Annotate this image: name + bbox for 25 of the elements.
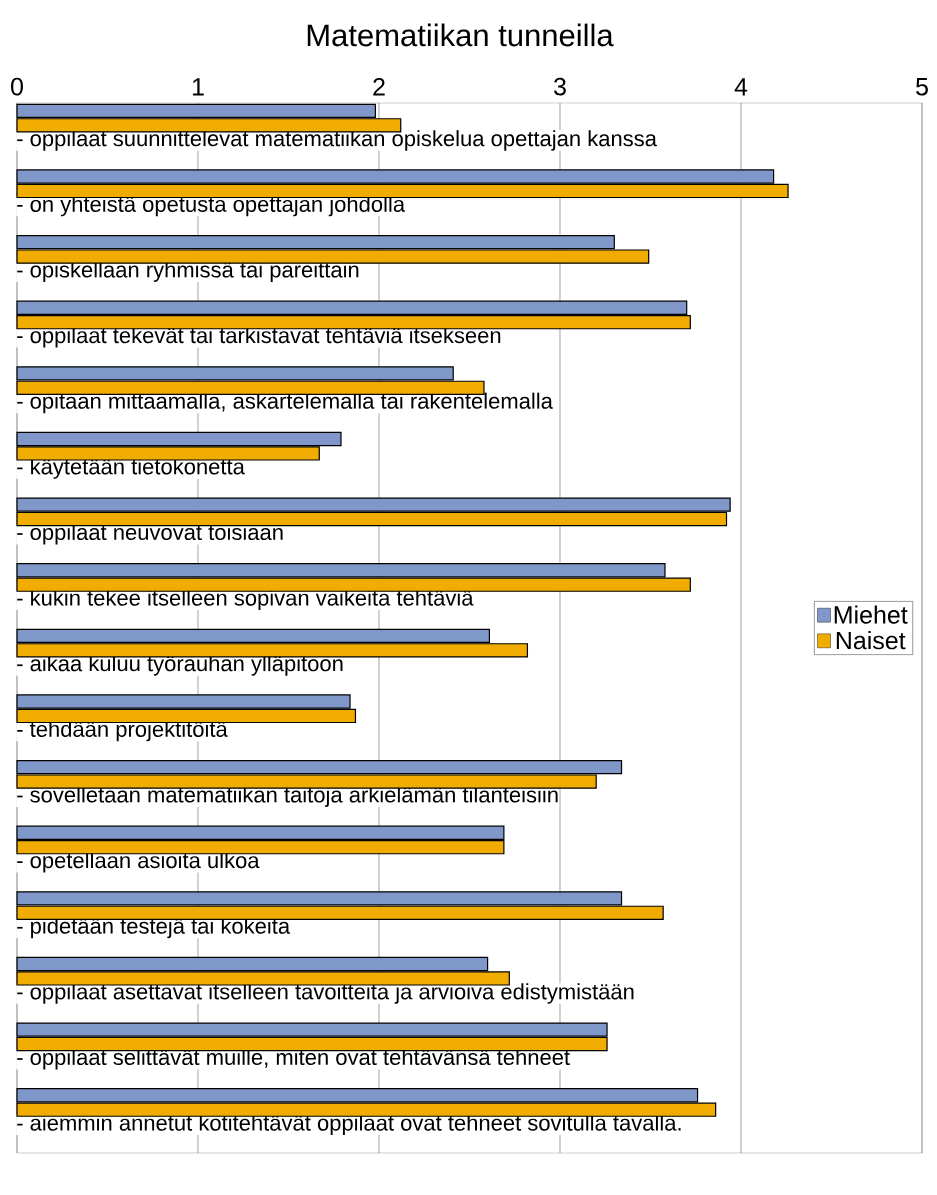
x-tick-label: 4	[734, 78, 748, 96]
x-tick-label: 2	[373, 78, 385, 96]
y-tick-label: - tehdään projektitöitä	[17, 720, 228, 742]
y-tick-label: - sovelletaan matematiikan taitoja arkielämän tilanteisiin	[17, 786, 558, 807]
y-tick-label: - käytetään tietokonetta	[17, 458, 245, 479]
y-tick-label: - oppilaat neuvovat toisiaan	[17, 523, 283, 545]
y-tick-label: - kukin tekee itselleen sopivan vaikeita tehtäviä	[17, 589, 474, 611]
x-tick-label: 5	[916, 78, 928, 96]
y-tick-label: - oppilaat asettavat itselleen tavoitteita ja arvioiva edistymistään	[17, 983, 634, 1004]
y-tick-label: - on yhteistä opetusta opettajan johdolla	[17, 195, 406, 217]
y-tick-label: - aiemmin annetut kotitehtävät oppilaat ovat tehneet sovitulla tavalla.	[17, 1114, 681, 1136]
y-tick-label: - oppilaat suunnittelevat matematiikan opiskelua opettajan kanssa	[17, 130, 657, 151]
y-tick-label: - opetellaan asioita ulkoa	[17, 852, 260, 873]
y-tick-label: - oppilaat tekevät tai tarkistavat tehtäviä itsekseen	[17, 327, 501, 348]
legend-label: Naiset	[836, 631, 906, 650]
x-tick-label: 0	[11, 77, 23, 96]
x-tick-label: 3	[554, 77, 566, 96]
y-tick-label: - pidetään testejä tai kokeita	[17, 917, 291, 939]
y-tick-label: - oppilaat selittävät muille, miten ovat tehtävänsä tehneet	[17, 1048, 570, 1070]
x-tick-label: 1	[192, 78, 204, 96]
y-tick-label: - opiskellaan ryhmissä tai pareittain	[17, 261, 359, 282]
y-tick-label: - opitaan mittaamalla, askartelemalla tai rakentelemalla	[17, 392, 553, 414]
y-tick-label: - aikaa kuluu työrauhan ylläpitoon	[17, 655, 343, 676]
chart-title: Matematiikan tunneilla	[307, 23, 614, 47]
legend-label: Miehet	[834, 605, 908, 624]
